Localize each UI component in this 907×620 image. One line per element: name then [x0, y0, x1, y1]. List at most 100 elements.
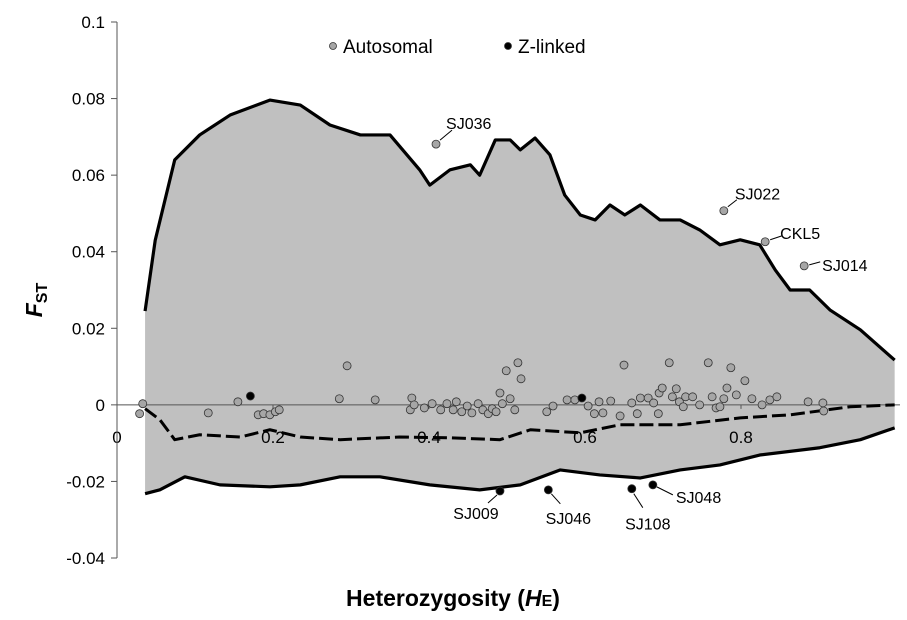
data-point	[419, 403, 429, 413]
data-point	[627, 398, 637, 408]
data-point	[548, 401, 558, 411]
y-tick-label: 0	[96, 396, 105, 415]
data-point	[501, 366, 511, 376]
data-point	[233, 397, 243, 407]
data-point	[615, 411, 625, 421]
x-axis-label-part: )	[552, 585, 560, 611]
data-point	[543, 485, 553, 495]
leader-line	[770, 235, 783, 241]
data-point	[577, 393, 587, 403]
data-point	[138, 399, 148, 409]
data-point	[803, 397, 813, 407]
plot-area: 0 0.2 0.4 0.6 0.8-0.04-0.0200.020.040.060.08…	[66, 13, 900, 568]
envelope-upper	[143, 98, 896, 362]
x-axis-label: Heterozygosity (HE)	[346, 585, 560, 611]
data-point	[457, 407, 467, 417]
data-point	[719, 206, 729, 216]
point-label: SJ009	[453, 506, 498, 523]
leader-line	[656, 486, 674, 496]
data-point	[726, 363, 736, 373]
data-point	[274, 405, 284, 415]
data-point	[657, 383, 667, 393]
data-point	[342, 361, 352, 371]
data-point	[513, 358, 523, 368]
data-point	[334, 394, 344, 404]
x-axis-label-part: H	[525, 585, 542, 611]
y-tick-label: 0.04	[72, 243, 105, 262]
data-point	[436, 405, 446, 415]
data-point	[448, 405, 458, 415]
data-point	[467, 408, 477, 418]
data-point	[409, 400, 419, 410]
data-point	[594, 397, 604, 407]
data-point	[688, 392, 698, 402]
y-tick-label: 0.08	[72, 90, 105, 109]
legend-label: Z-linked	[518, 37, 586, 58]
x-tick-label: 0.4	[417, 428, 441, 447]
x-tick-label: 0.6	[573, 428, 597, 447]
data-point	[589, 409, 599, 419]
leader-line	[487, 494, 498, 504]
y-tick-label: 0.06	[72, 166, 105, 185]
envelope-area	[145, 100, 895, 494]
x-axis-label-part: Heterozygosity (	[346, 585, 525, 611]
y-tick-label: 0.02	[72, 319, 105, 338]
data-point	[495, 388, 505, 398]
data-point	[715, 402, 725, 412]
data-point	[516, 374, 526, 384]
y-axis-label-sub: ST	[34, 283, 51, 304]
data-point	[643, 393, 653, 403]
data-point	[772, 392, 782, 402]
point-label: SJ036	[446, 116, 491, 133]
data-point	[370, 395, 380, 405]
data-point	[495, 486, 505, 496]
data-point	[583, 401, 593, 411]
data-point	[451, 397, 461, 407]
data-point	[740, 376, 750, 386]
point-label: SJ014	[822, 258, 867, 275]
data-point	[671, 384, 681, 394]
data-point	[747, 394, 757, 404]
data-point	[649, 398, 659, 408]
y-axis-label: FST	[21, 283, 51, 318]
data-point	[703, 358, 713, 368]
leader-line	[633, 493, 644, 508]
x-tick-label: 0.8	[729, 428, 753, 447]
data-point	[695, 400, 705, 410]
data-point	[757, 400, 767, 410]
data-point	[819, 406, 829, 416]
data-point	[542, 407, 552, 417]
data-point	[598, 408, 608, 418]
legend-marker	[504, 42, 512, 50]
data-point	[431, 139, 441, 149]
data-point	[678, 402, 688, 412]
data-point	[731, 390, 741, 400]
leader-line	[550, 493, 561, 505]
legend-label: Autosomal	[343, 37, 433, 58]
data-point	[497, 399, 507, 409]
data-point	[562, 395, 572, 405]
y-tick-label: 0.1	[81, 13, 105, 32]
data-point	[606, 396, 616, 406]
x-axis-label-part: E	[542, 593, 553, 610]
data-point	[473, 399, 483, 409]
y-tick-label: -0.04	[66, 549, 105, 568]
data-point	[667, 392, 677, 402]
point-label: SJ108	[625, 517, 670, 534]
leader-line	[809, 261, 821, 266]
data-point	[760, 237, 770, 247]
point-label: SJ022	[735, 187, 780, 204]
data-point	[664, 358, 674, 368]
point-label: SJ046	[546, 511, 591, 528]
data-point	[491, 407, 501, 417]
data-point	[799, 261, 809, 271]
y-tick-label: -0.02	[66, 472, 105, 491]
data-point	[648, 480, 658, 490]
data-point	[245, 391, 255, 401]
y-axis-label-main: F	[21, 302, 47, 317]
data-point	[627, 484, 637, 494]
data-point	[719, 394, 729, 404]
data-point	[619, 360, 629, 370]
